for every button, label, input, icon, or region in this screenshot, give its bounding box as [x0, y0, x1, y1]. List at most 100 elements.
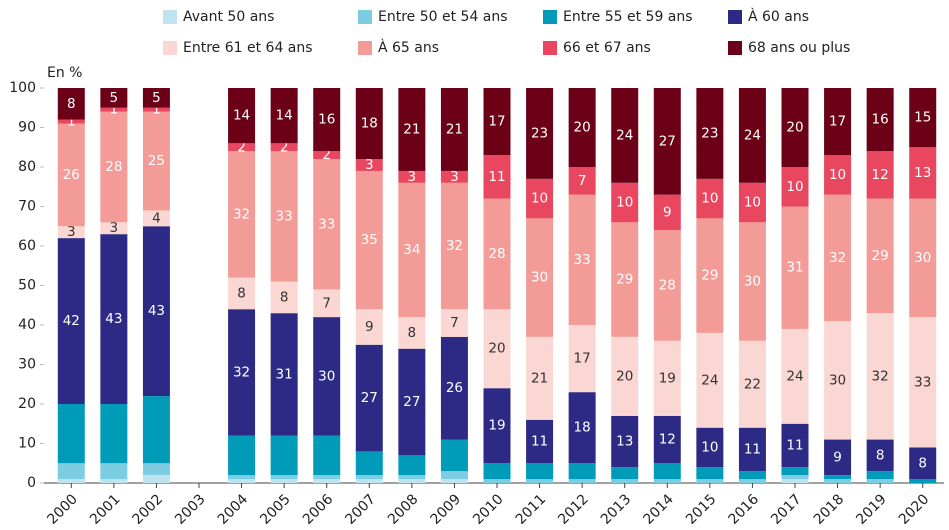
bar-segment: [866, 313, 894, 440]
bar-segment: [483, 155, 511, 199]
data-label: 3: [365, 157, 374, 173]
data-label: 32: [872, 368, 889, 384]
bar-segment: [313, 475, 341, 480]
data-label: 8: [67, 96, 76, 112]
data-label: 32: [233, 206, 250, 222]
bar-segment: [866, 439, 894, 472]
bar-segment: [653, 340, 681, 416]
bar-segment: [270, 143, 298, 152]
y-tick-label: 30: [18, 357, 36, 373]
data-label: 32: [446, 238, 463, 254]
data-label: 7: [578, 173, 587, 189]
bar-segment: [909, 479, 937, 483]
bar-segment: [824, 321, 852, 440]
data-label: 32: [829, 250, 846, 266]
data-label: 1: [152, 102, 161, 118]
bar-segment: [526, 218, 554, 337]
bar-segment: [696, 467, 724, 480]
y-tick-label: 40: [18, 317, 36, 333]
bar-segment: [270, 88, 298, 144]
data-label: 27: [361, 390, 378, 406]
bar-segment: [57, 238, 85, 404]
bar-segment: [611, 222, 639, 337]
x-tick-label: 2012: [555, 491, 592, 528]
data-label: 3: [408, 169, 417, 185]
data-label: 43: [105, 311, 122, 327]
bar-segment: [738, 182, 766, 223]
data-label: 28: [488, 246, 505, 262]
legend-label: Entre 61 et 64 ans: [183, 40, 313, 56]
legend-label: Avant 50 ans: [183, 9, 274, 25]
bar-segment: [142, 475, 170, 483]
bar-segment: [696, 178, 724, 219]
data-label: 30: [829, 372, 846, 388]
bar-segment: [57, 123, 85, 227]
data-label: 7: [450, 315, 459, 331]
x-tick-label: 2011: [513, 491, 550, 528]
x-tick-label: 2018: [811, 491, 848, 528]
bar-segment: [270, 475, 298, 480]
bar-segment: [866, 88, 894, 152]
bar-segment: [440, 479, 468, 483]
data-label: 33: [574, 252, 591, 268]
data-label: 20: [786, 120, 803, 136]
x-tick-label: 2001: [87, 491, 124, 528]
bar-segment: [100, 463, 128, 480]
data-label: 22: [744, 376, 761, 392]
bar-segment: [483, 309, 511, 389]
y-tick-label: 50: [18, 278, 36, 294]
x-tick-label: 2004: [215, 491, 252, 528]
data-label: 13: [914, 165, 931, 181]
bar-segment: [142, 226, 170, 397]
data-label: 30: [744, 274, 761, 290]
bar-segment: [270, 151, 298, 282]
bar-segment: [781, 206, 809, 329]
bar-segment: [398, 475, 426, 480]
bar-segment: [526, 336, 554, 420]
bar-segment: [142, 396, 170, 464]
data-label: 9: [833, 449, 842, 465]
x-tick-label: 2005: [257, 491, 294, 528]
bar-segment: [526, 479, 554, 483]
bar-segment: [142, 88, 170, 108]
data-label: 11: [786, 437, 803, 453]
bar-segment: [483, 388, 511, 464]
data-label: 24: [744, 127, 761, 143]
bar-segment: [440, 439, 468, 472]
bar-segment: [398, 170, 426, 183]
data-label: 18: [574, 420, 591, 436]
bar-segment: [696, 218, 724, 333]
data-label: 31: [786, 260, 803, 276]
x-tick-label: 2013: [598, 491, 635, 528]
bar-segment: [909, 88, 937, 148]
x-tick-label: 2006: [300, 491, 337, 528]
data-label: 24: [786, 368, 803, 384]
data-label: 2: [280, 139, 289, 155]
data-label: 8: [280, 289, 289, 305]
data-label: 33: [276, 208, 293, 224]
bar-segment: [738, 88, 766, 183]
data-label: 28: [659, 278, 676, 294]
bar-segment: [611, 479, 639, 483]
x-tick-label: 2014: [640, 491, 677, 528]
bar-segment: [483, 198, 511, 310]
data-label: 29: [616, 272, 633, 288]
y-tick-label: 0: [27, 475, 36, 491]
bar-segment: [526, 419, 554, 464]
bar-segment: [355, 88, 383, 160]
y-tick-label: 70: [18, 199, 36, 215]
bar-segment: [653, 230, 681, 341]
x-tick-label: 2019: [853, 491, 890, 528]
bar-segment: [696, 427, 724, 468]
bar-segment: [568, 392, 596, 464]
bar-segment: [355, 159, 383, 171]
bar-segment: [483, 88, 511, 156]
bar-segment: [228, 479, 256, 483]
bar-segment: [738, 471, 766, 480]
bar-segment: [653, 194, 681, 231]
data-label: 11: [488, 169, 505, 185]
bar-segment: [611, 88, 639, 183]
x-tick-label: 2009: [428, 491, 465, 528]
bar-segment: [909, 447, 937, 480]
legend-label: Entre 50 et 54 ans: [378, 9, 508, 25]
